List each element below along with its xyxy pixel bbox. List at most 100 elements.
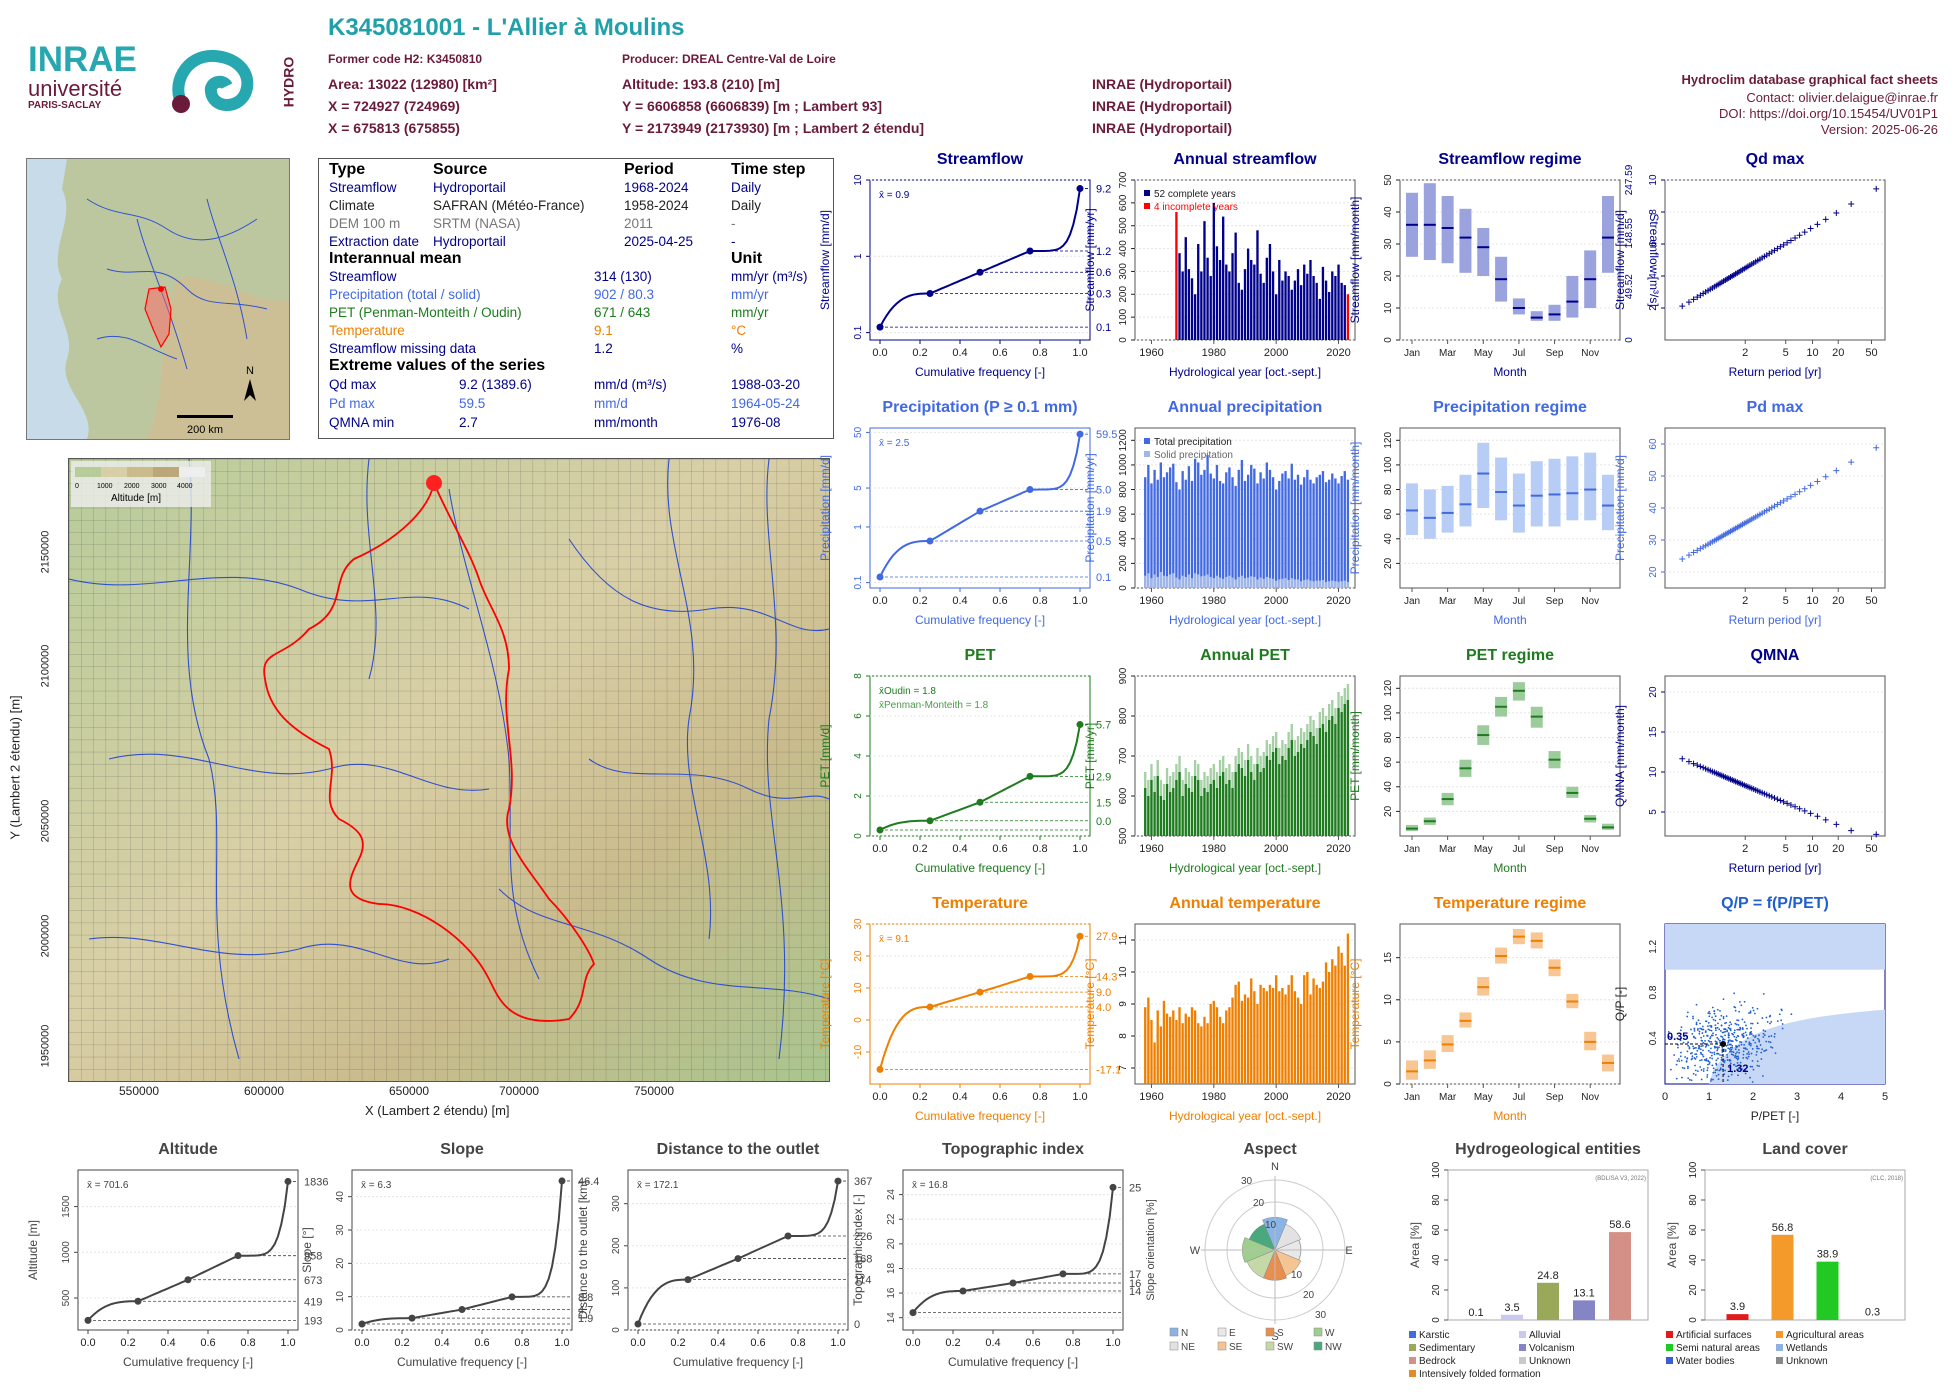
daily-ratio-point	[1724, 1060, 1726, 1062]
outlet-marker[interactable]	[426, 475, 442, 491]
x-tick-label: 10	[1806, 595, 1818, 607]
month-tick-label: Mar	[1439, 1092, 1457, 1103]
regime-box	[1477, 443, 1489, 508]
doi-link[interactable]: DOI: https://doi.org/10.15454/UV01P1	[1719, 106, 1938, 121]
quantile-point	[1060, 1270, 1067, 1277]
annual-bar	[1263, 478, 1265, 588]
daily-ratio-point	[1737, 1062, 1739, 1064]
annual-bar	[1303, 975, 1305, 1084]
daily-ratio-point	[1691, 1057, 1693, 1059]
return-point	[1766, 506, 1772, 512]
daily-ratio-point	[1723, 1044, 1725, 1046]
daily-ratio-point	[1724, 1041, 1726, 1043]
daily-ratio-point	[1695, 1069, 1697, 1071]
annual-bar	[1244, 269, 1246, 340]
annual-bar	[1238, 764, 1240, 836]
mean-label: x̄ = 16.8	[912, 1180, 948, 1191]
daily-ratio-point	[1703, 1029, 1705, 1031]
y-tick-label: 60	[1431, 1224, 1442, 1236]
annual-bar	[1150, 483, 1152, 588]
annual-bar	[1234, 233, 1236, 340]
annual-bar-secondary	[1328, 704, 1330, 836]
annual-bar	[1213, 1001, 1215, 1084]
catchment-map[interactable]: 0 1000 2000 3000 4000 Altitude [m]	[68, 458, 830, 1082]
quantile-label: 59.5	[1096, 429, 1117, 441]
solid-precip-bar	[1244, 578, 1246, 588]
annual-bar	[1234, 486, 1236, 588]
return-point	[1755, 788, 1761, 794]
x-tick-label: 1960	[1139, 347, 1163, 359]
solid-precip-bar	[1194, 573, 1196, 588]
daily-ratio-point	[1707, 1067, 1709, 1069]
annual-bar	[1266, 991, 1268, 1084]
daily-ratio-point	[1715, 1069, 1717, 1071]
annual-bar	[1263, 768, 1265, 836]
quantile-point	[735, 1255, 742, 1262]
y-tick-label: 500	[1118, 217, 1129, 234]
legend-swatch	[1314, 1328, 1322, 1336]
annual-bar	[1160, 1026, 1162, 1084]
x-tick-label: 5	[1783, 347, 1789, 359]
legend-item: Agricultural areas	[1786, 1330, 1864, 1341]
rose-ring-label: 10	[1265, 1220, 1277, 1231]
return-point	[1784, 496, 1790, 502]
annual-bar-secondary	[1178, 756, 1180, 836]
daily-ratio-point	[1723, 1050, 1725, 1052]
daily-ratio-point	[1723, 1028, 1725, 1030]
daily-ratio-point	[1730, 1060, 1732, 1062]
cdf-curve	[362, 1181, 562, 1324]
annual-bar	[1244, 994, 1246, 1084]
x-tick-label: 50	[1865, 347, 1877, 359]
return-point	[1745, 263, 1751, 269]
annual-bar	[1206, 455, 1208, 588]
daily-ratio-point	[1714, 1020, 1716, 1022]
daily-ratio-point	[1718, 1078, 1720, 1080]
return-point	[1784, 800, 1790, 806]
return-point	[1747, 517, 1753, 523]
daily-ratio-point	[1702, 1054, 1704, 1056]
daily-ratio-point	[1750, 1043, 1752, 1045]
y-tick-label: 60	[1383, 756, 1394, 768]
x-tick-label: 0.6	[474, 1337, 489, 1349]
y-tick-label: 400	[1118, 240, 1129, 257]
daily-ratio-point	[1696, 1022, 1698, 1024]
daily-ratio-point	[1708, 1040, 1710, 1042]
chart-title: Streamflow	[937, 151, 1024, 168]
return-point	[1774, 246, 1780, 252]
daily-ratio-point	[1721, 1049, 1723, 1051]
daily-ratio-point	[1696, 1050, 1698, 1052]
mean-value: 902 / 80.3	[594, 287, 654, 302]
y-tick-label: 800	[1118, 707, 1129, 724]
annual-bar-secondary	[1256, 748, 1258, 836]
y-tick-label: 800	[1118, 481, 1129, 498]
daily-ratio-point	[1757, 1022, 1759, 1024]
mean-label: Streamflow missing data	[329, 341, 476, 356]
mean-label: x̄ = 0.9	[879, 190, 910, 201]
annual-bar	[1269, 244, 1271, 340]
return-point	[1808, 482, 1814, 488]
regime-box	[1495, 257, 1507, 302]
regime-box	[1566, 276, 1578, 318]
x-axis-label: Cumulative frequency [-]	[915, 365, 1045, 379]
daily-ratio-point	[1730, 1029, 1732, 1031]
return-point	[1751, 786, 1757, 792]
x-tick-label: 2	[1750, 1091, 1756, 1103]
x-lambert93: X = 724927 (724969)	[328, 98, 460, 114]
annual-bar	[1247, 249, 1249, 340]
annual-bar-secondary	[1144, 772, 1146, 836]
x-tick-label: 1960	[1139, 1091, 1163, 1103]
daily-ratio-point	[1722, 1039, 1724, 1041]
legend-item: Semi natural areas	[1676, 1343, 1760, 1354]
annual-bar	[1291, 975, 1293, 1084]
daily-ratio-point	[1682, 1067, 1684, 1069]
annual-bar	[1322, 982, 1324, 1084]
chart-hydrogeology: Hydrogeological entities(BDLISA V3, 2022…	[1403, 1140, 1683, 1400]
annual-bar	[1194, 776, 1196, 836]
legend-swatch	[1666, 1344, 1673, 1351]
y-tick-label: 0.8	[1648, 985, 1659, 999]
annual-bar	[1297, 752, 1299, 836]
daily-ratio-point	[1715, 1063, 1717, 1065]
return-point	[1722, 774, 1728, 780]
